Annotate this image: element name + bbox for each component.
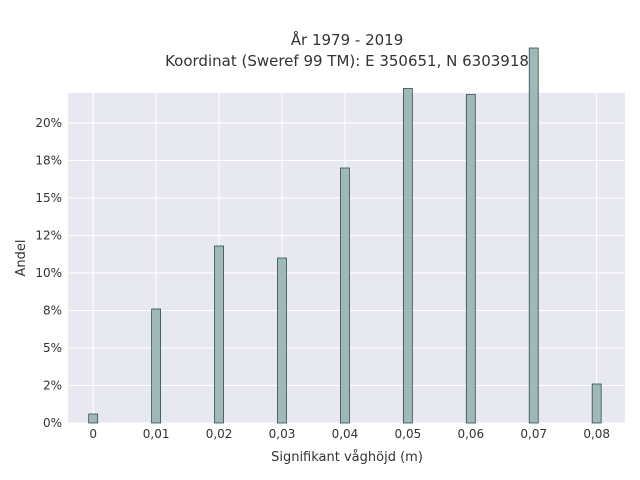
y-tick-labels: 0% 2% 5% 8% 10% 12% 15% 18% 20% bbox=[35, 116, 62, 430]
bar bbox=[151, 308, 162, 424]
bar bbox=[528, 47, 539, 424]
x-tick-label: 0 bbox=[89, 427, 97, 441]
x-tick-label: 0,03 bbox=[269, 427, 296, 441]
y-tick-label: 15% bbox=[35, 191, 62, 205]
bar bbox=[402, 88, 413, 424]
y-tick-label: 20% bbox=[35, 116, 62, 130]
y-tick-label: 12% bbox=[35, 229, 62, 243]
x-tick-labels: 0 0,01 0,02 0,03 0,04 0,05 0,06 0,07 0,08 bbox=[89, 427, 610, 441]
x-tick-label: 0,06 bbox=[457, 427, 484, 441]
x-tick-label: 0,01 bbox=[143, 427, 170, 441]
chart-title-line1: År 1979 - 2019 bbox=[291, 30, 404, 49]
bar bbox=[465, 94, 476, 424]
x-tick-label: 0,07 bbox=[520, 427, 547, 441]
y-tick-label: 8% bbox=[43, 304, 62, 318]
y-tick-label: 2% bbox=[43, 379, 62, 393]
x-tick-label: 0,02 bbox=[206, 427, 233, 441]
y-tick-label: 10% bbox=[35, 266, 62, 280]
y-tick-label: 18% bbox=[35, 154, 62, 168]
chart-title-line2: Koordinat (Sweref 99 TM): E 350651, N 63… bbox=[165, 52, 529, 70]
y-tick-label: 5% bbox=[43, 341, 62, 355]
bar bbox=[277, 257, 287, 424]
bar bbox=[88, 413, 99, 424]
x-tick-label: 0,08 bbox=[583, 427, 610, 441]
bar bbox=[340, 167, 350, 424]
x-axis-title: Signifikant våghöjd (m) bbox=[271, 450, 423, 465]
x-tick-label: 0,05 bbox=[395, 427, 422, 441]
x-tick-label: 0,04 bbox=[332, 427, 359, 441]
bar bbox=[214, 245, 224, 424]
y-axis-title: Andel bbox=[14, 240, 29, 277]
y-tick-label: 0% bbox=[43, 416, 62, 430]
bar bbox=[591, 383, 602, 424]
bars bbox=[88, 47, 602, 424]
